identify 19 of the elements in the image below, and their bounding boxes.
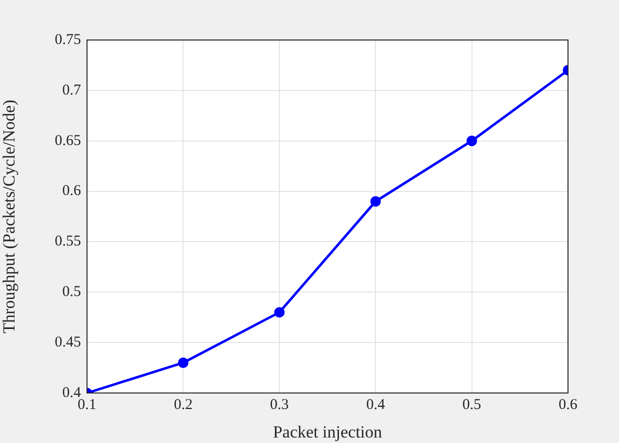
x-tick-label: 0.6 xyxy=(558,396,578,413)
point xyxy=(370,196,381,207)
x-tick-label: 0.4 xyxy=(366,396,386,413)
y-tick-label: 0.55 xyxy=(54,234,81,250)
y-tick-label: 0.5 xyxy=(62,284,81,300)
y-tick-label: 0.75 xyxy=(54,32,81,48)
point xyxy=(178,357,188,368)
x-axis-title: Packet injection xyxy=(272,422,383,442)
y-tick-label: 0.65 xyxy=(54,132,81,149)
point xyxy=(466,136,478,146)
x-tick-label: 0.3 xyxy=(270,396,289,413)
point xyxy=(274,307,285,318)
x-tick-label: 0.5 xyxy=(462,396,482,413)
x-tick-label: 0.1 xyxy=(78,396,96,413)
y-tick-label: 0.45 xyxy=(54,334,81,351)
y-tick-label: 0.6 xyxy=(62,183,82,200)
y-tick-label: 0.7 xyxy=(62,82,82,98)
x-tick-label: 0.2 xyxy=(174,396,193,413)
y-axis-title: Throughput (Packets/Cycle/Node) xyxy=(0,100,19,334)
